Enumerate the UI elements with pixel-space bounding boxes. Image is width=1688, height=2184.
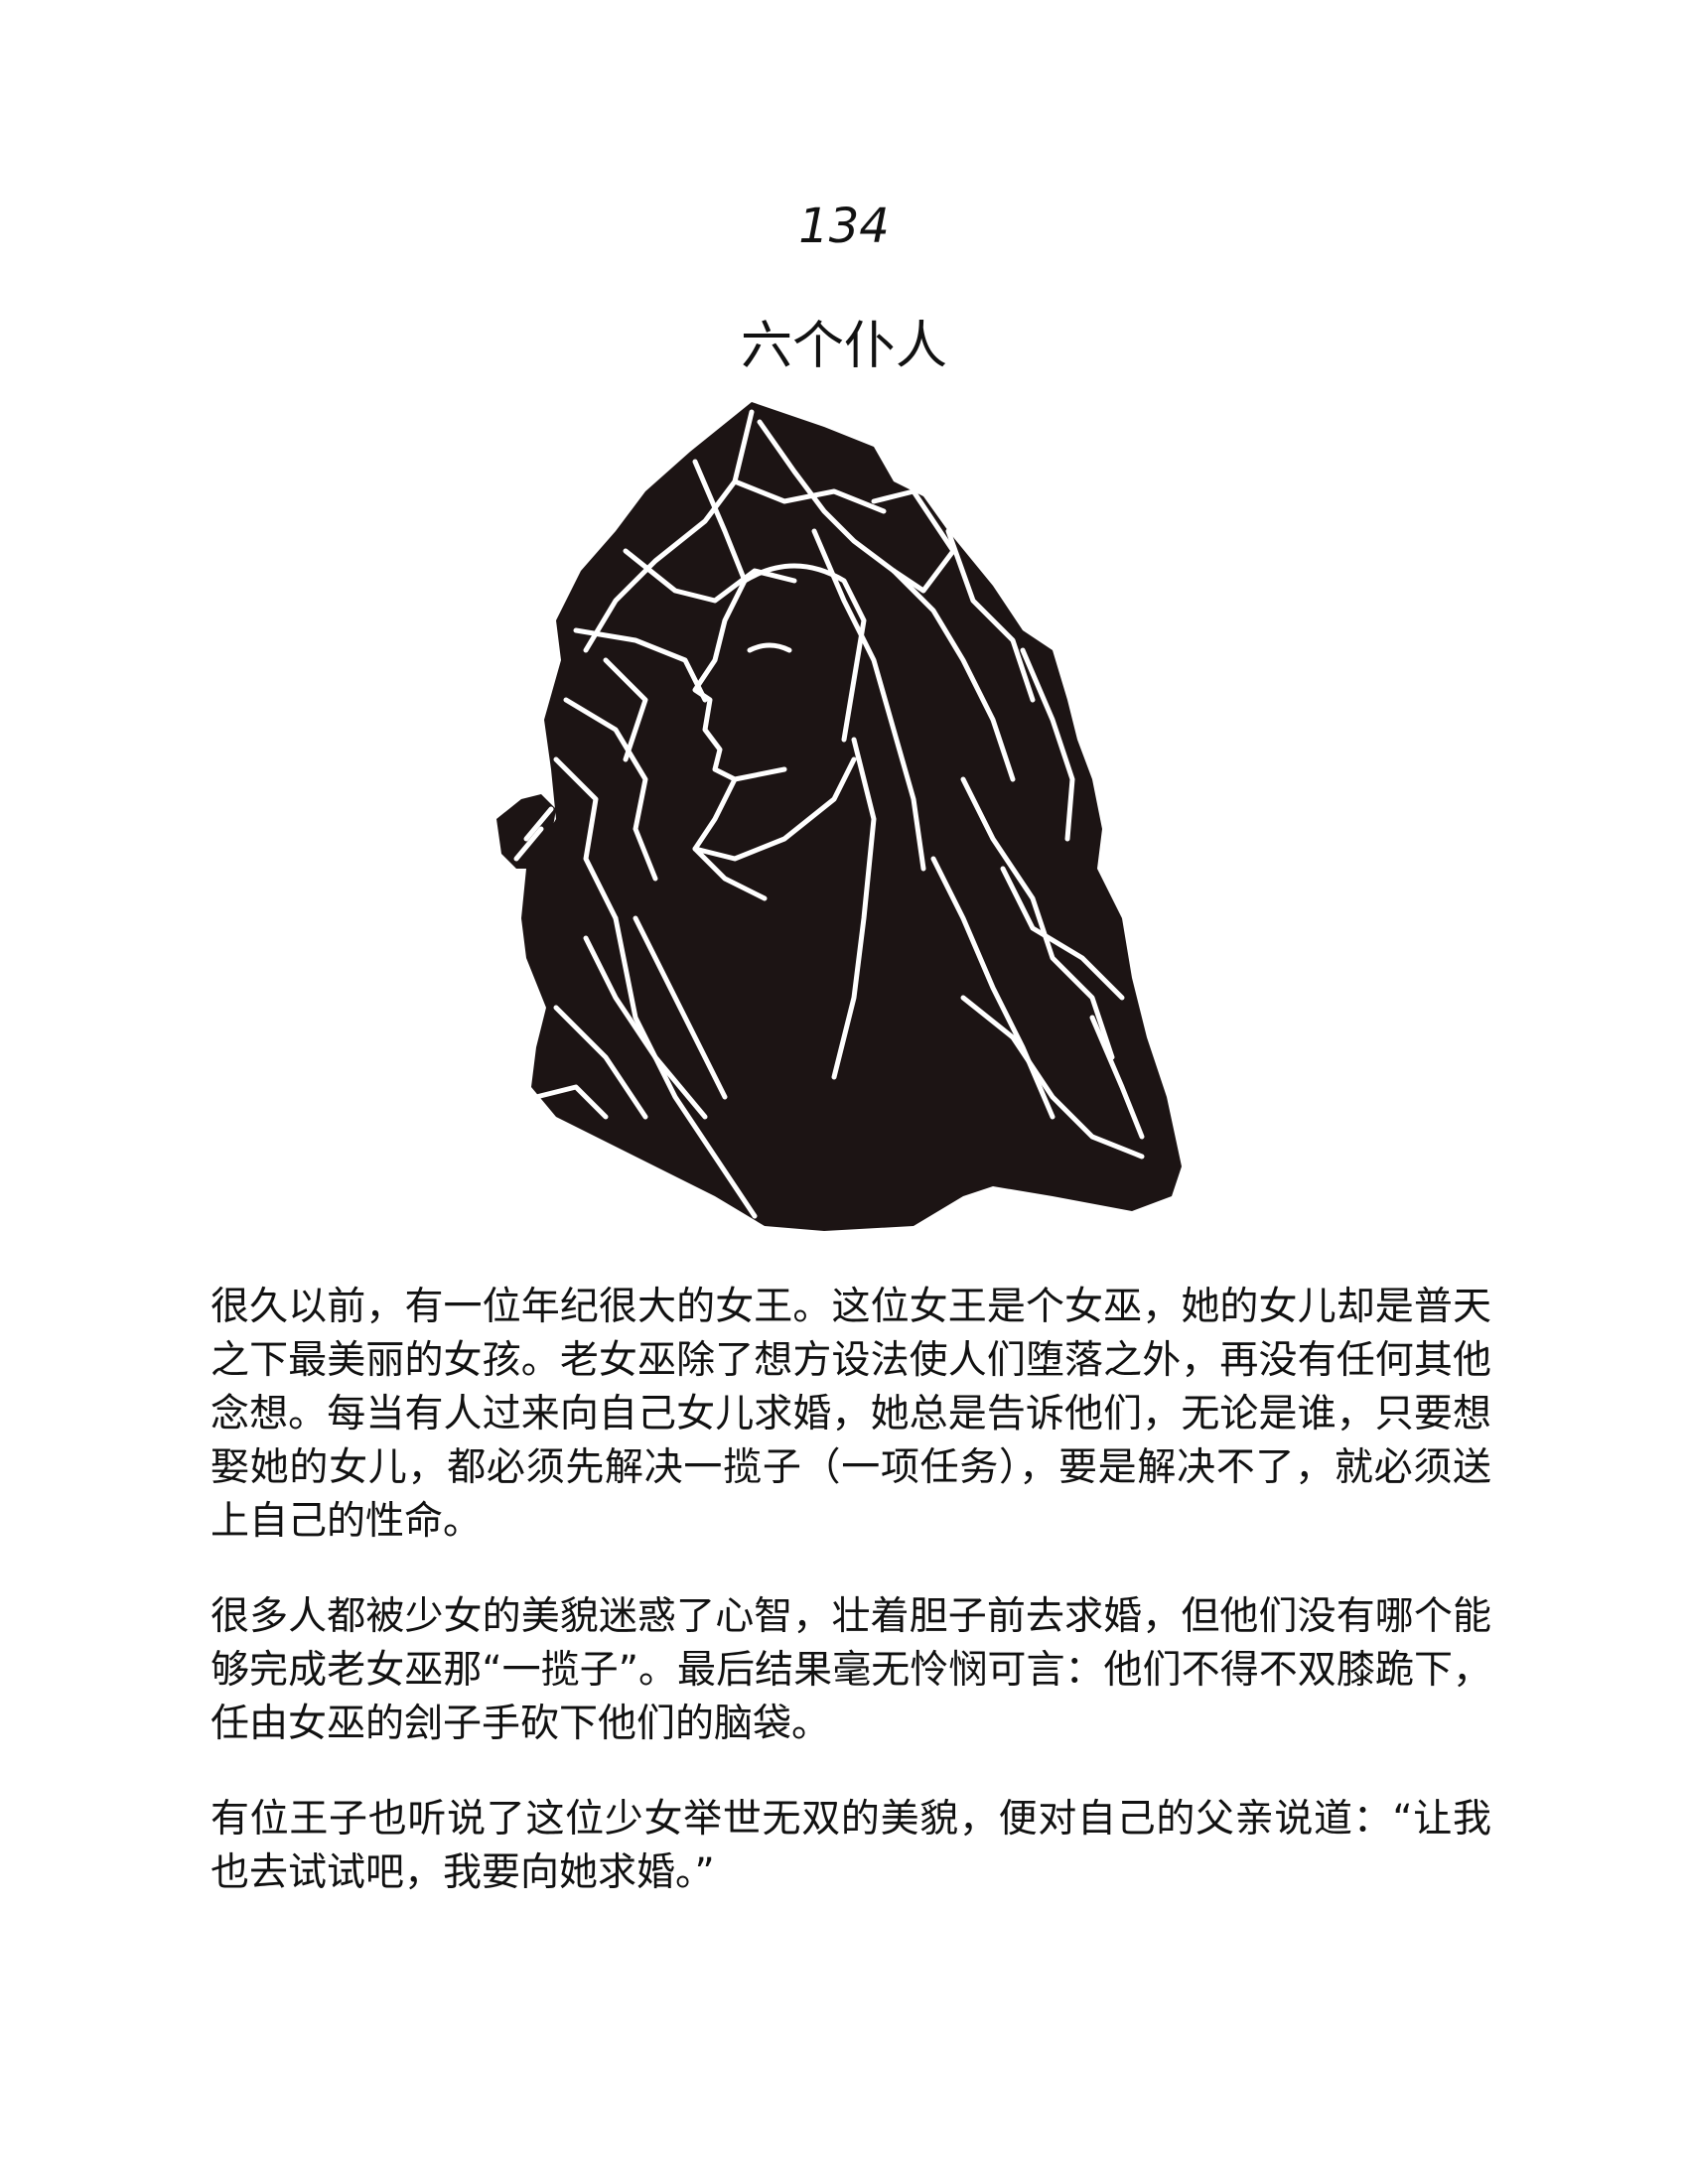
paragraph-2: 很多人都被少女的美貌迷惑了心智，壮着胆子前去求婚，但他们没有哪个能够完成老女巫那… (211, 1594, 1491, 1746)
chapter-title: 六个仆人 (740, 317, 947, 376)
woman-with-net-veil-icon (496, 402, 1182, 1231)
chapter-number: 134 (798, 199, 890, 254)
story-body: 很久以前，有一位年纪很大的女王。这位女王是个女巫，她的女儿却是普天之下最美丽的女… (211, 1281, 1491, 1942)
paragraph-1: 很久以前，有一位年纪很大的女王。这位女王是个女巫，她的女儿却是普天之下最美丽的女… (211, 1285, 1491, 1544)
paragraph-3: 有位王子也听说了这位少女举世无双的美貌，便对自己的父亲说道：“让我也去试试吧，我… (211, 1797, 1491, 1895)
chapter-illustration (496, 402, 1192, 1236)
